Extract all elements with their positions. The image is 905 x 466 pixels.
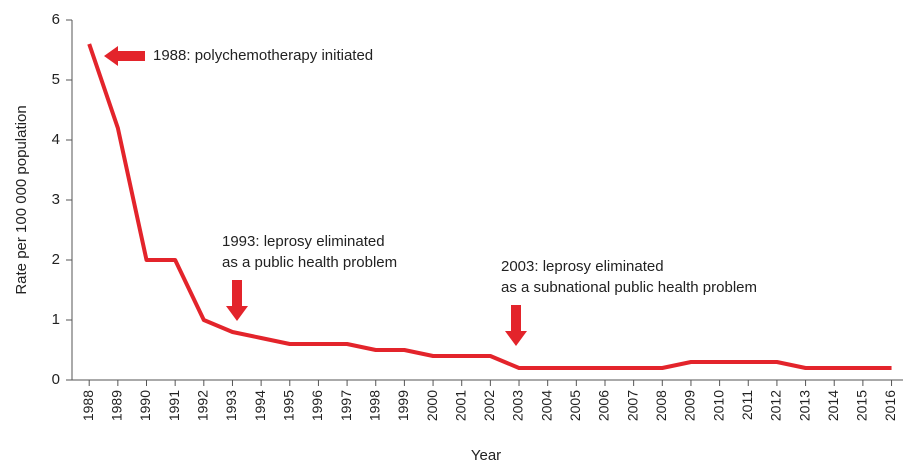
x-tick-label: 2004 <box>538 390 554 421</box>
y-tick-label: 0 <box>52 371 60 388</box>
x-tick-label: 1996 <box>309 390 325 421</box>
x-axis-label: Year <box>471 447 501 464</box>
x-tick-label: 1999 <box>395 390 411 421</box>
arrow <box>226 280 248 321</box>
x-tick-label: 2012 <box>768 390 784 421</box>
x-tick-label: 1998 <box>366 390 382 421</box>
x-tick-label: 1991 <box>166 390 182 421</box>
x-tick-label: 2006 <box>596 390 612 421</box>
x-tick-label: 2002 <box>481 390 497 421</box>
x-tick-label: 2000 <box>424 390 440 421</box>
x-tick-label: 1995 <box>280 390 296 421</box>
y-tick-label: 6 <box>52 11 60 28</box>
x-tick-label: 2008 <box>653 390 669 421</box>
y-axis-label: Rate per 100 000 population <box>13 105 30 294</box>
y-tick-label: 3 <box>52 191 60 208</box>
x-tick-label: 2009 <box>682 390 698 421</box>
y-tick-label: 1 <box>52 311 60 328</box>
annotation: 1993: leprosy eliminated <box>222 233 385 250</box>
y-tick-label: 5 <box>52 71 60 88</box>
x-tick-label: 2011 <box>739 390 755 420</box>
arrow <box>505 305 527 346</box>
x-tick-label: 2001 <box>452 390 468 421</box>
x-tick-label: 1988 <box>80 390 96 421</box>
x-tick-label: 1994 <box>252 390 268 421</box>
annotation: 1988: polychemotherapy initiated <box>153 47 373 64</box>
x-tick-label: 2014 <box>825 390 841 421</box>
data-line <box>87 43 892 370</box>
x-tick-label: 1997 <box>338 390 354 421</box>
annotation-arrows <box>104 46 527 346</box>
annotation: as a public health problem <box>222 254 397 271</box>
x-tick-label: 2007 <box>624 390 640 421</box>
x-tick-label: 1992 <box>195 390 211 421</box>
x-tick-label: 1993 <box>223 390 239 421</box>
arrow <box>104 46 145 66</box>
x-tick-label: 2003 <box>510 390 526 421</box>
y-tick-label: 4 <box>52 131 60 148</box>
x-tick-label: 2005 <box>567 390 583 421</box>
x-tick-label: 2015 <box>854 390 870 421</box>
x-tick-label: 1990 <box>137 390 153 421</box>
annotation: 2003: leprosy eliminated <box>501 258 664 275</box>
x-tick-label: 1989 <box>109 390 125 421</box>
x-tick-label: 2016 <box>882 390 898 421</box>
annotation: as a subnational public health problem <box>501 279 757 296</box>
y-tick-label: 2 <box>52 251 60 268</box>
x-tick-label: 2010 <box>710 390 726 421</box>
x-tick-label: 2013 <box>796 390 812 421</box>
